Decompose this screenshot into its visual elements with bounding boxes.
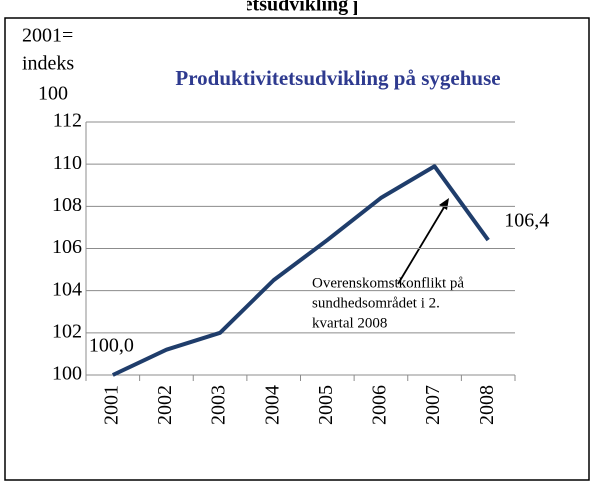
data-label: 100,0 [89,335,134,357]
x-tick-label: 2004 [261,385,283,425]
frame [4,17,590,481]
arrow-head [439,198,449,210]
x-tick-label: 2008 [476,385,498,425]
data-label: 106,4 [504,210,549,232]
y-tick-label: 104 [52,278,82,300]
y-tick-label: 106 [52,236,82,258]
y-tick-label: 112 [53,110,82,132]
y-tick-label: 110 [53,152,82,174]
line [111,164,490,377]
annotation: Overenskomstkonflikt på [312,275,464,291]
x-tick-label: 2006 [369,385,391,425]
y-tick-label: 100 [52,363,82,385]
x-tick-label: 2005 [315,385,337,425]
annotation: kvartal 2008 [312,315,387,331]
chart-title: Produktivitetsudvikling på sygehuse [175,66,500,90]
x-tick-label: 2007 [422,385,444,425]
cut-header: Produktivitetsudvikling på sygehuse [145,0,455,16]
y-tick-label: 102 [52,320,82,342]
arrow [397,203,447,285]
x-tick-label: 2001 [100,385,122,425]
y-tick-label: 108 [52,194,82,216]
x-tick-label: 2003 [208,385,230,425]
y-label: 100 [38,83,68,105]
x-tick-label: 2002 [154,385,176,425]
y-label: indeks [22,53,74,75]
y-label: 2001= [22,25,73,47]
annotation: sundhedsområdet i 2. [312,295,440,311]
